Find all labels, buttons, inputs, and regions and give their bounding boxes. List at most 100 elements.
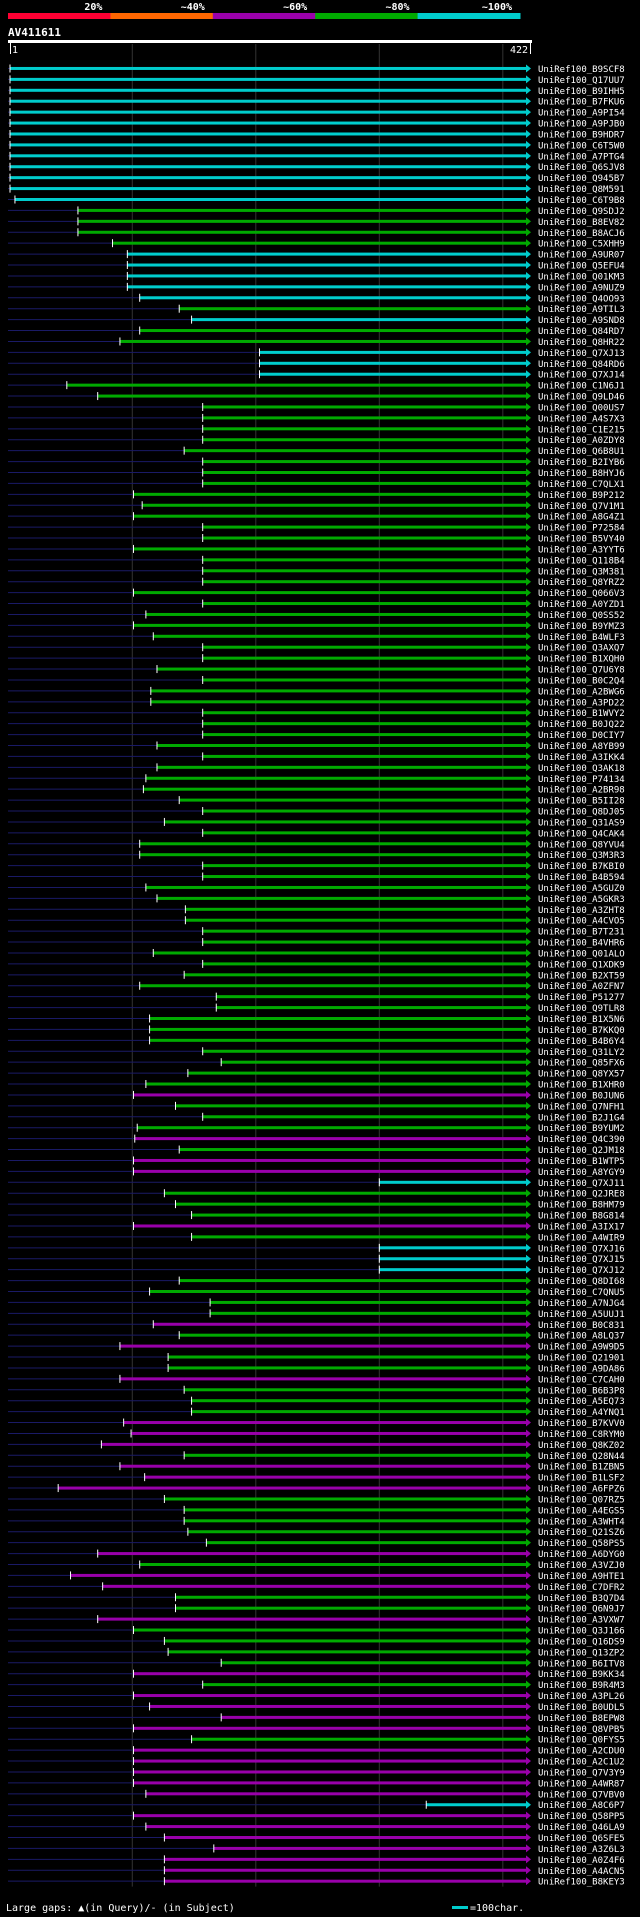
hit-label[interactable]: UniRef100_P72584 (538, 524, 625, 534)
hit-label[interactable]: UniRef100_Q84RD7 (538, 327, 625, 337)
hit-label[interactable]: UniRef100_B0UDL5 (538, 1703, 625, 1713)
hit-label[interactable]: UniRef100_B1LSF2 (538, 1474, 625, 1484)
hit-label[interactable]: UniRef100_B9YUM2 (538, 1124, 625, 1134)
hit-label[interactable]: UniRef100_Q16DS9 (538, 1637, 625, 1647)
hit-label[interactable]: UniRef100_Q3M381 (538, 567, 625, 577)
hit-label[interactable]: UniRef100_Q01KM3 (538, 272, 625, 282)
hit-label[interactable]: UniRef100_A9PJB0 (538, 120, 625, 130)
hit-label[interactable]: UniRef100_Q7VBV0 (538, 1790, 625, 1800)
hit-label[interactable]: UniRef100_A5GKR3 (538, 895, 625, 905)
hit-label[interactable]: UniRef100_Q7U6Y8 (538, 666, 625, 676)
hit-label[interactable]: UniRef100_A3ZHT8 (538, 906, 625, 916)
hit-label[interactable]: UniRef100_B9R4M3 (538, 1681, 625, 1691)
hit-label[interactable]: UniRef100_Q13ZP2 (538, 1648, 625, 1658)
hit-label[interactable]: UniRef100_A8C6P7 (538, 1801, 625, 1811)
hit-label[interactable]: UniRef100_Q6SFE5 (538, 1834, 625, 1844)
hit-label[interactable]: UniRef100_B8HM79 (538, 1201, 625, 1211)
hit-label[interactable]: UniRef100_B7KBI0 (538, 862, 625, 872)
hit-label[interactable]: UniRef100_Q5EFU4 (538, 262, 625, 272)
hit-label[interactable]: UniRef100_B4B6Y4 (538, 1037, 625, 1047)
hit-label[interactable]: UniRef100_Q31AS9 (538, 818, 625, 828)
hit-label[interactable]: UniRef100_A4WIR9 (538, 1233, 625, 1243)
hit-label[interactable]: UniRef100_B0JUN6 (538, 1091, 625, 1101)
hit-label[interactable]: UniRef100_A3PL26 (538, 1692, 625, 1702)
hit-label[interactable]: UniRef100_Q00US7 (538, 403, 625, 413)
hit-label[interactable]: UniRef100_A9W9D5 (538, 1343, 625, 1353)
hit-label[interactable]: UniRef100_B0JQ22 (538, 720, 625, 730)
hit-label[interactable]: UniRef100_A9UR07 (538, 251, 625, 261)
hit-label[interactable]: UniRef100_B4VHR6 (538, 939, 625, 949)
hit-label[interactable]: UniRef100_Q21901 (538, 1354, 625, 1364)
hit-label[interactable]: UniRef100_A2C1U2 (538, 1758, 625, 1768)
hit-label[interactable]: UniRef100_C6T5W0 (538, 141, 625, 151)
hit-label[interactable]: UniRef100_B7KVV0 (538, 1419, 625, 1429)
hit-label[interactable]: UniRef100_B9SCF8 (538, 65, 625, 75)
hit-label[interactable]: UniRef100_Q17UU7 (538, 76, 625, 86)
hit-label[interactable]: UniRef100_Q2JRE8 (538, 1190, 625, 1200)
hit-label[interactable]: UniRef100_A5UUJ1 (538, 1310, 625, 1320)
hit-label[interactable]: UniRef100_C8RYM0 (538, 1430, 625, 1440)
hit-label[interactable]: UniRef100_P74134 (538, 775, 625, 785)
hit-label[interactable]: UniRef100_Q8KZ02 (538, 1441, 625, 1451)
hit-label[interactable]: UniRef100_A3Z6L3 (538, 1845, 625, 1855)
hit-label[interactable]: UniRef100_B9YMZ3 (538, 622, 625, 632)
hit-label[interactable]: UniRef100_Q118B4 (538, 556, 625, 566)
hit-label[interactable]: UniRef100_B1X5N6 (538, 1015, 625, 1025)
hit-label[interactable]: UniRef100_Q7XJ16 (538, 1244, 625, 1254)
hit-label[interactable]: UniRef100_Q7NFH1 (538, 1102, 625, 1112)
hit-label[interactable]: UniRef100_C1E215 (538, 425, 625, 435)
hit-label[interactable]: UniRef100_Q84RD6 (538, 360, 625, 370)
hit-label[interactable]: UniRef100_C7DFR2 (538, 1583, 625, 1593)
hit-label[interactable]: UniRef100_B1WVY2 (538, 709, 625, 719)
hit-label[interactable]: UniRef100_A7NJG4 (538, 1299, 625, 1309)
hit-label[interactable]: UniRef100_A4YNQ1 (538, 1408, 625, 1418)
hit-label[interactable]: UniRef100_A4S7X3 (538, 414, 625, 424)
hit-label[interactable]: UniRef100_A0Z4F6 (538, 1856, 625, 1866)
hit-label[interactable]: UniRef100_A8YGY9 (538, 1168, 625, 1178)
hit-label[interactable]: UniRef100_Q8VPB5 (538, 1725, 625, 1735)
hit-label[interactable]: UniRef100_Q6N9J7 (538, 1605, 625, 1615)
hit-label[interactable]: UniRef100_Q7XJ11 (538, 1179, 625, 1189)
hit-label[interactable]: UniRef100_Q7XJ12 (538, 1266, 625, 1276)
hit-label[interactable]: UniRef100_A2BR98 (538, 786, 625, 796)
hit-label[interactable]: UniRef100_B9IHH5 (538, 87, 625, 97)
hit-label[interactable]: UniRef100_A3VXW7 (538, 1616, 625, 1626)
hit-label[interactable]: UniRef100_Q85FX6 (538, 1059, 625, 1069)
hit-label[interactable]: UniRef100_C7QNU5 (538, 1288, 625, 1298)
hit-label[interactable]: UniRef100_B8ACJ6 (538, 229, 625, 239)
hit-label[interactable]: UniRef100_B8KEY3 (538, 1878, 625, 1888)
hit-label[interactable]: UniRef100_A5GUZ0 (538, 884, 625, 894)
hit-label[interactable]: UniRef100_A6FPZ6 (538, 1485, 625, 1495)
hit-label[interactable]: UniRef100_Q8YRZ2 (538, 578, 625, 588)
hit-label[interactable]: UniRef100_A9TIL3 (538, 305, 625, 315)
hit-label[interactable]: UniRef100_C5XHH9 (538, 240, 625, 250)
hit-label[interactable]: UniRef100_Q1XDK9 (538, 960, 625, 970)
hit-label[interactable]: UniRef100_Q4CAK4 (538, 829, 625, 839)
hit-label[interactable]: UniRef100_A9PI54 (538, 109, 625, 119)
hit-label[interactable]: UniRef100_Q21SZ6 (538, 1528, 625, 1538)
hit-label[interactable]: UniRef100_A8G4Z1 (538, 513, 625, 523)
hit-label[interactable]: UniRef100_B8EPW8 (538, 1714, 625, 1724)
hit-label[interactable]: UniRef100_A4CVO5 (538, 917, 625, 927)
hit-label[interactable]: UniRef100_Q7XJ15 (538, 1255, 625, 1265)
hit-label[interactable]: UniRef100_B9KK34 (538, 1670, 625, 1680)
hit-label[interactable]: UniRef100_Q3AXQ7 (538, 644, 625, 654)
hit-label[interactable]: UniRef100_Q58PP5 (538, 1812, 625, 1822)
hit-label[interactable]: UniRef100_B7KKQ0 (538, 1026, 625, 1036)
hit-label[interactable]: UniRef100_Q3M3R3 (538, 851, 625, 861)
hit-label[interactable]: UniRef100_Q8DJ05 (538, 808, 625, 818)
hit-label[interactable]: UniRef100_A8YB99 (538, 742, 625, 752)
hit-label[interactable]: UniRef100_Q9TLR8 (538, 1004, 625, 1014)
hit-label[interactable]: UniRef100_Q4OO93 (538, 294, 625, 304)
hit-label[interactable]: UniRef100_B2IYB6 (538, 458, 625, 468)
hit-label[interactable]: UniRef100_Q0FYS5 (538, 1736, 625, 1746)
hit-label[interactable]: UniRef100_A2BWG6 (538, 687, 625, 697)
hit-label[interactable]: UniRef100_A0ZDY8 (538, 436, 625, 446)
hit-label[interactable]: UniRef100_A3YYT6 (538, 545, 625, 555)
hit-label[interactable]: UniRef100_B2XT59 (538, 971, 625, 981)
hit-label[interactable]: UniRef100_A0ZFN7 (538, 982, 625, 992)
hit-label[interactable]: UniRef100_B8HYJ6 (538, 469, 625, 479)
hit-label[interactable]: UniRef100_A9DA86 (538, 1364, 625, 1374)
hit-label[interactable]: UniRef100_Q2JM18 (538, 1146, 625, 1156)
hit-label[interactable]: UniRef100_Q945B7 (538, 174, 625, 184)
